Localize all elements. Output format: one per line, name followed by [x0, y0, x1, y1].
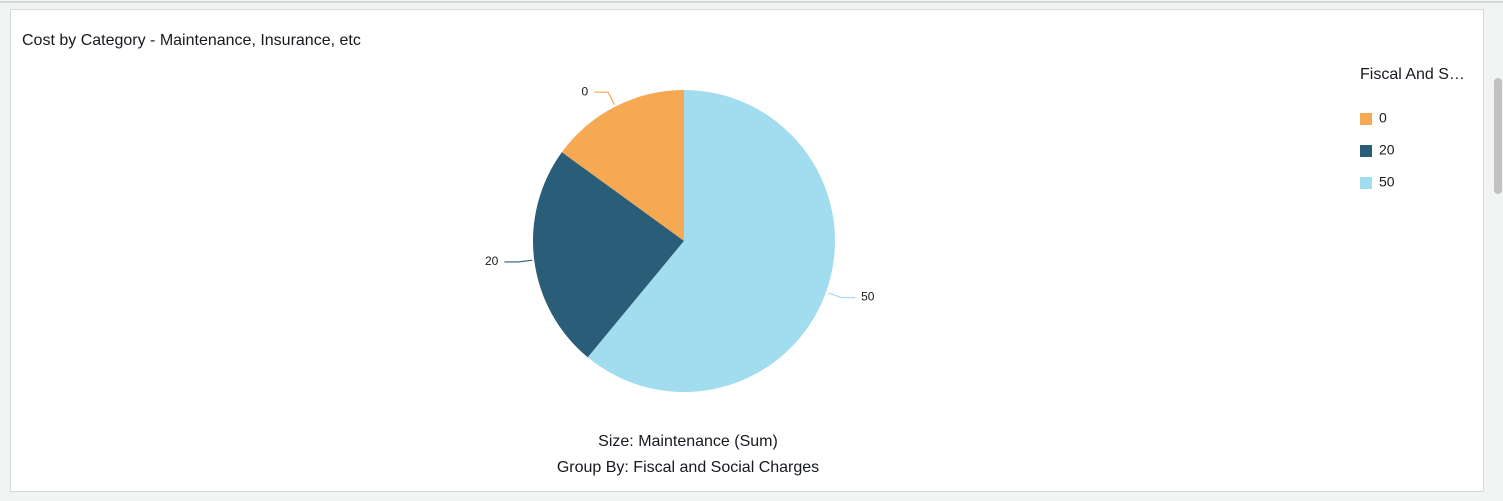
footer-line: Size: Maintenance (Sum): [598, 433, 778, 450]
slice-label: 0: [581, 84, 588, 98]
legend-swatch: [1360, 177, 1372, 189]
leader-line: [504, 259, 533, 263]
legend-swatch: [1360, 113, 1372, 125]
leader-line: [827, 292, 856, 299]
legend-title: Fiscal And S…: [1360, 66, 1465, 83]
slice-label: 50: [861, 290, 875, 304]
legend-label: 50: [1379, 174, 1395, 190]
pie-slice: [587, 90, 835, 392]
footer-line: Group By: Fiscal and Social Charges: [557, 459, 819, 476]
chart-title: Cost by Category - Maintenance, Insuranc…: [22, 32, 361, 49]
slice-label: 20: [485, 254, 499, 268]
legend-swatch: [1360, 145, 1372, 157]
pie-slice: [561, 90, 684, 241]
pie-slice: [533, 152, 684, 358]
leader-line: [594, 91, 616, 105]
legend-label: 20: [1379, 142, 1395, 158]
legend-label: 0: [1379, 110, 1387, 126]
scrollbar-thumb[interactable]: [1494, 78, 1502, 194]
